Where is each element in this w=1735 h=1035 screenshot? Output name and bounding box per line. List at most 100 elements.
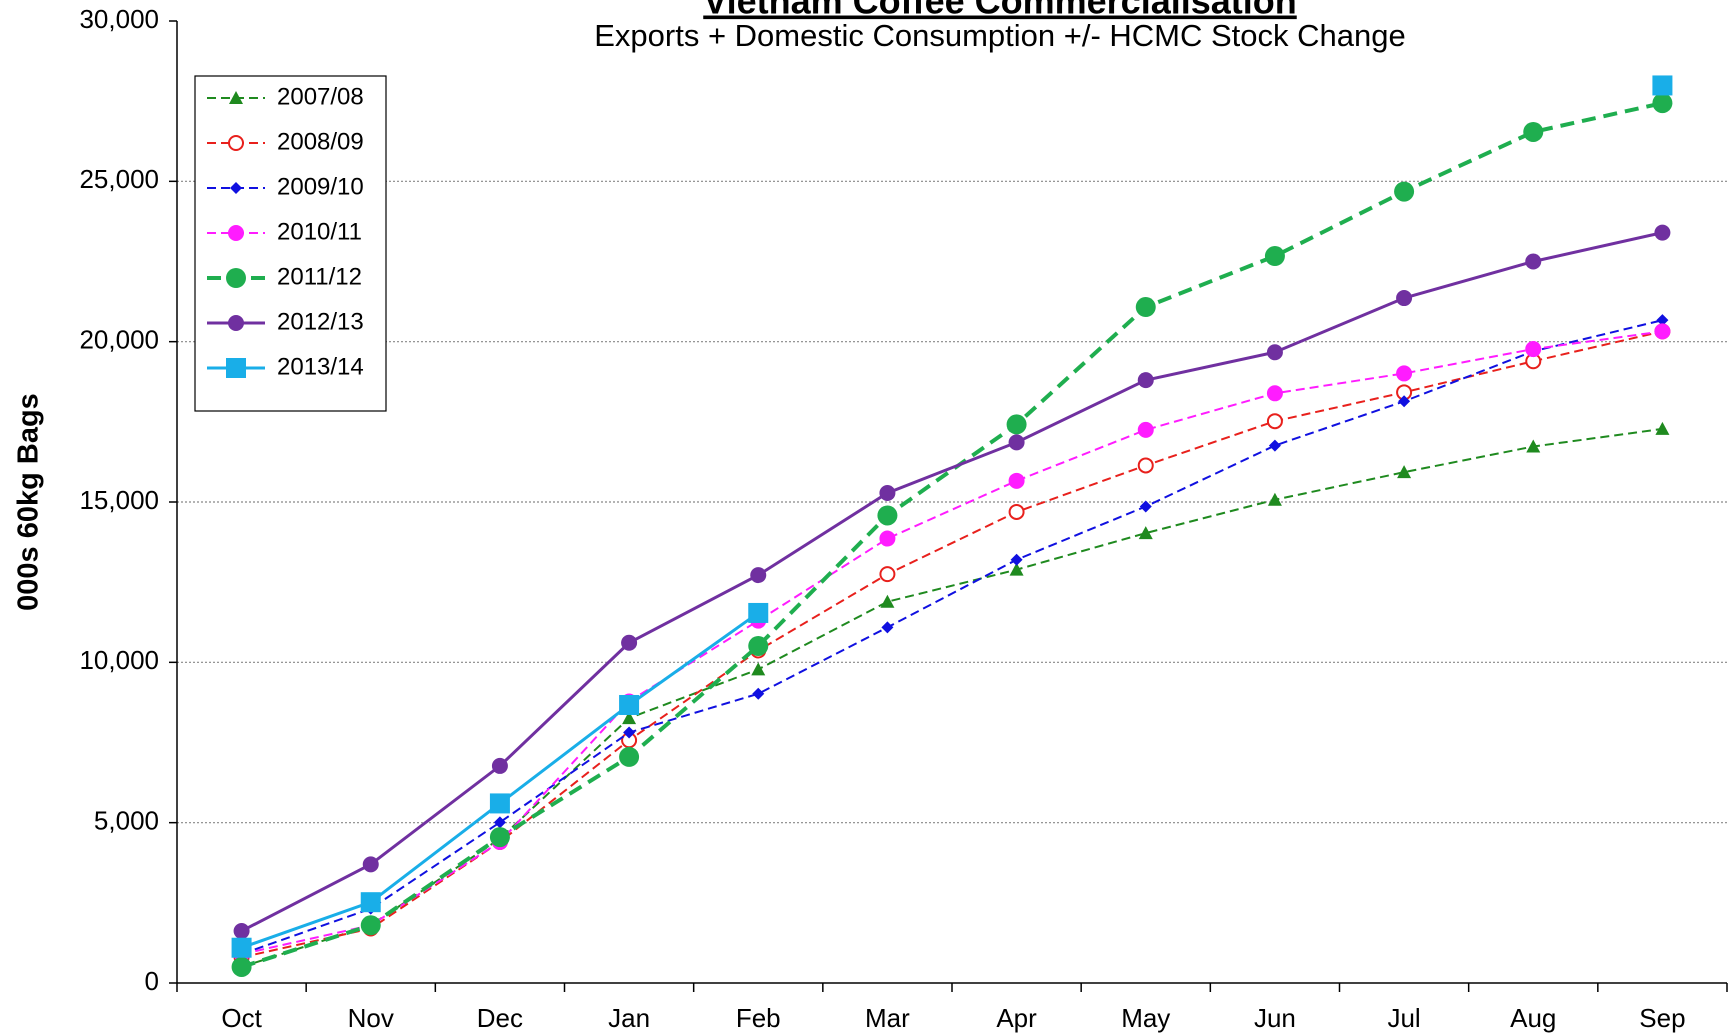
line (241, 330, 1663, 959)
marker (623, 726, 636, 739)
legend-label: 2011/12 (277, 263, 362, 290)
marker (1268, 439, 1281, 452)
y-tick-label: 30,000 (79, 4, 159, 34)
series (233, 224, 1671, 940)
marker (1654, 323, 1671, 340)
marker (1652, 75, 1673, 96)
marker (879, 485, 896, 502)
x-tick-label: Oct (221, 1003, 262, 1033)
marker (360, 892, 381, 913)
marker (1655, 421, 1670, 435)
marker (489, 793, 510, 814)
legend: 2007/08 2008/09 2009/10 2010/11 2011/12 2012/… (194, 75, 387, 412)
legend-label: 2013/14 (277, 353, 364, 380)
marker (1525, 341, 1542, 358)
marker (1135, 297, 1156, 318)
marker (228, 315, 244, 331)
line (240, 231, 1663, 933)
series (235, 314, 1669, 961)
marker (750, 567, 767, 584)
y-tick-label: 25,000 (79, 164, 159, 194)
y-tick-label: 10,000 (79, 645, 159, 675)
marker (1137, 372, 1154, 389)
marker (1396, 365, 1413, 382)
marker (1138, 526, 1153, 540)
marker (1266, 413, 1283, 430)
x-tick-label: Nov (348, 1003, 394, 1033)
marker (1397, 465, 1412, 479)
x-tick-label: Sep (1639, 1003, 1685, 1033)
line (241, 319, 1663, 956)
marker (1139, 500, 1152, 513)
line (240, 101, 1663, 969)
x-tick-label: May (1121, 1003, 1170, 1033)
marker (493, 816, 506, 829)
legend-label: 2008/09 (277, 128, 364, 155)
legend-label: 2007/08 (277, 83, 364, 110)
x-tick-label: Mar (865, 1003, 910, 1033)
marker (1394, 181, 1415, 202)
marker (1008, 472, 1025, 489)
x-tick-label: Apr (996, 1003, 1037, 1033)
marker (879, 530, 896, 547)
marker (1654, 224, 1671, 241)
x-tick-label: Jun (1254, 1003, 1296, 1033)
marker (1006, 414, 1027, 435)
y-tick-label: 20,000 (79, 325, 159, 355)
marker (226, 358, 246, 378)
marker (1137, 457, 1154, 474)
x-tick-label: Jul (1387, 1003, 1420, 1033)
x-tick-label: Aug (1510, 1003, 1556, 1033)
marker (748, 635, 769, 656)
marker (1398, 395, 1411, 408)
series (233, 323, 1671, 963)
marker (230, 182, 242, 194)
y-tick-label: 0 (145, 966, 159, 996)
marker (229, 91, 243, 104)
marker (748, 602, 769, 623)
marker (228, 225, 244, 241)
marker (1266, 344, 1283, 361)
marker (1523, 121, 1544, 142)
marker (1267, 492, 1282, 506)
marker (231, 956, 252, 977)
series (234, 421, 1670, 973)
marker (1008, 434, 1025, 451)
marker (619, 746, 640, 767)
marker (1266, 385, 1283, 402)
marker (1010, 553, 1023, 566)
marker (877, 505, 898, 526)
legend-label: 2012/13 (277, 308, 364, 335)
marker (752, 687, 765, 700)
marker (1009, 562, 1024, 576)
legend-label: 2009/10 (277, 173, 364, 200)
marker (879, 566, 896, 583)
chart-title: Vietnam Coffee Commercialisation (703, 0, 1297, 22)
x-tick-label: Dec (477, 1003, 523, 1033)
y-tick-label: 15,000 (79, 485, 159, 515)
marker (1525, 253, 1542, 270)
marker (233, 923, 250, 940)
marker (622, 711, 637, 725)
marker (1137, 421, 1154, 438)
series (233, 323, 1671, 966)
y-tick-label: 5,000 (94, 806, 159, 836)
marker (880, 594, 895, 608)
series (231, 93, 1673, 977)
marker (1264, 246, 1285, 267)
marker (1526, 439, 1541, 453)
marker (881, 621, 894, 634)
marker (228, 135, 244, 151)
legend-label: 2010/11 (277, 218, 362, 245)
marker (362, 856, 379, 873)
marker (360, 915, 381, 936)
marker (1656, 314, 1669, 327)
legend-box (194, 75, 387, 412)
y-axis-label: 000s 60kg Bags (13, 393, 45, 611)
marker (1396, 290, 1413, 307)
marker (491, 757, 508, 774)
marker (1008, 503, 1025, 520)
line (241, 330, 1663, 956)
